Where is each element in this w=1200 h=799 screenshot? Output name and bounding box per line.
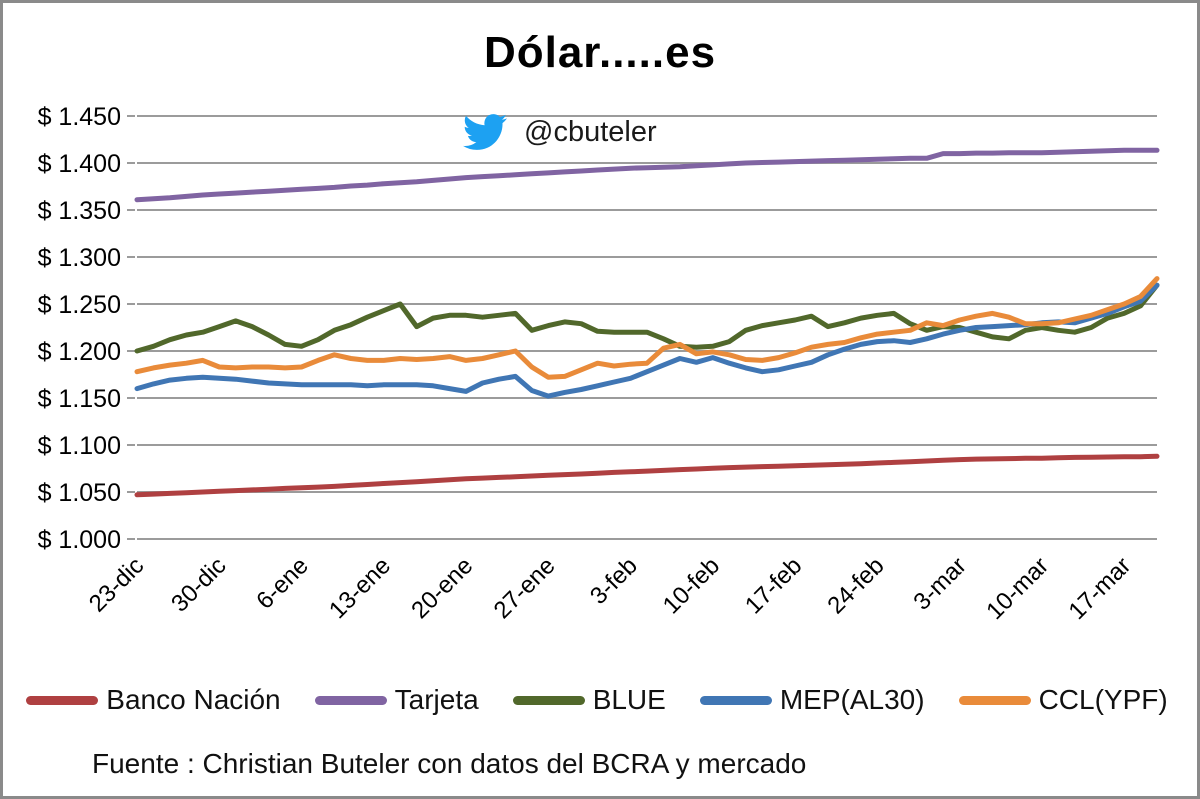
x-tick-label: 17-feb bbox=[740, 552, 807, 619]
x-tick-label: 17-mar bbox=[1063, 552, 1136, 625]
chart-legend: Banco Nación Tarjeta BLUE MEP(AL30) CCL(… bbox=[0, 684, 1194, 716]
x-tick-label: 27-ene bbox=[489, 552, 561, 624]
twitter-bird-icon bbox=[463, 114, 507, 150]
x-tick-label: 20-ene bbox=[406, 552, 478, 624]
y-tick-label: $ 1.250 bbox=[38, 291, 121, 319]
legend-swatch-blue bbox=[512, 695, 585, 705]
legend-item-ccl: CCL(YPF) bbox=[958, 684, 1168, 716]
legend-item-blue: BLUE bbox=[512, 684, 666, 716]
x-tick-label: 10-feb bbox=[658, 552, 725, 619]
x-tick-label: 3-feb bbox=[585, 552, 643, 610]
x-tick-label: 3-mar bbox=[908, 552, 971, 615]
legend-label-banco-nacion: Banco Nación bbox=[106, 684, 281, 715]
legend-item-mep: MEP(AL30) bbox=[699, 684, 925, 716]
y-tick-label: $ 1.400 bbox=[38, 150, 121, 178]
x-tick-label: 13-ene bbox=[324, 552, 396, 624]
twitter-attribution: @cbuteler bbox=[458, 110, 657, 154]
x-tick-label: 24-feb bbox=[822, 552, 889, 619]
series-line-banco-naci-n bbox=[134, 453, 1160, 498]
legend-item-tarjeta: Tarjeta bbox=[314, 684, 479, 716]
y-tick-label: $ 1.100 bbox=[38, 432, 121, 460]
x-tick-label: 23-dic bbox=[84, 552, 149, 617]
series-line-blue bbox=[134, 282, 1160, 354]
legend-label-mep: MEP(AL30) bbox=[779, 684, 925, 715]
y-tick-label: $ 1.450 bbox=[38, 103, 121, 131]
series-line-tarjeta bbox=[134, 147, 1160, 203]
x-tick-label: 10-mar bbox=[981, 552, 1054, 625]
twitter-handle: @cbuteler bbox=[524, 115, 657, 148]
y-tick-label: $ 1.150 bbox=[38, 385, 121, 413]
legend-swatch-banco-nacion bbox=[26, 695, 99, 705]
source-text: Fuente : Christian Buteler con datos del… bbox=[92, 748, 807, 779]
x-tick-label: 30-dic bbox=[166, 552, 231, 617]
y-tick-label: $ 1.200 bbox=[38, 338, 121, 366]
legend-swatch-ccl bbox=[958, 695, 1031, 705]
y-tick-label: $ 1.350 bbox=[38, 197, 121, 225]
y-tick-label: $ 1.050 bbox=[38, 479, 121, 507]
y-tick-label: $ 1.000 bbox=[38, 526, 121, 554]
series-line-ccl-ypf- bbox=[134, 276, 1160, 380]
chart-title: Dólar.....es bbox=[483, 28, 717, 77]
series-line-mep-al30- bbox=[134, 282, 1160, 399]
y-tick-label: $ 1.300 bbox=[38, 244, 121, 272]
x-tick-label: 6-ene bbox=[251, 552, 314, 615]
legend-swatch-mep bbox=[699, 695, 772, 705]
legend-swatch-tarjeta bbox=[314, 695, 387, 705]
legend-label-ccl: CCL(YPF) bbox=[1038, 684, 1168, 715]
legend-label-blue: BLUE bbox=[592, 684, 666, 715]
legend-label-tarjeta: Tarjeta bbox=[394, 684, 479, 715]
legend-item-banco-nacion: Banco Nación bbox=[26, 684, 281, 716]
